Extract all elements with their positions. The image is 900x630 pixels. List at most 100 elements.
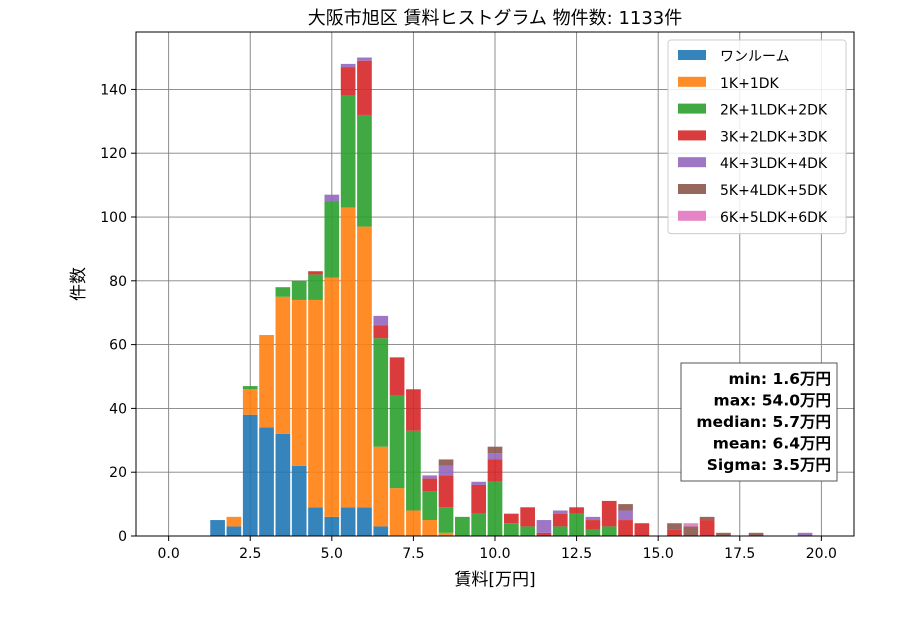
bar-segment-series-3	[340, 67, 356, 96]
bar-segment-series-5	[716, 532, 731, 536]
bar-segment-series-1	[438, 532, 454, 536]
x-tick-label: 17.5	[724, 546, 755, 562]
bar-segment-series-2	[585, 529, 601, 536]
bar-segment-series-0	[226, 526, 242, 536]
bar-segment-series-3	[618, 520, 633, 536]
legend-swatch	[678, 76, 706, 87]
legend-entry: 3K+2LDK+3DK	[720, 129, 828, 145]
bar-segment-series-3	[438, 475, 454, 508]
bar-segment-series-2	[340, 95, 356, 208]
stats-frame	[680, 362, 838, 482]
bar-segment-series-4	[618, 510, 633, 521]
x-tick-label: 5.0	[321, 546, 343, 562]
legend-swatch	[678, 130, 706, 141]
bar-segment-series-4	[422, 475, 438, 479]
bar-segment-series-1	[226, 516, 242, 527]
bar-segment-series-3	[487, 459, 503, 482]
y-tick-label: 40	[109, 401, 127, 417]
bar-segment-series-2	[503, 523, 519, 536]
bar-segment-series-2	[520, 526, 535, 536]
bar-segment-series-0	[340, 507, 356, 536]
y-axis-ticks: 0 20 40 60 80 100 120 140	[100, 82, 136, 545]
bar-segment-series-4	[585, 516, 601, 521]
bar-segment-series-4	[797, 532, 813, 536]
bar-segment-series-3	[569, 507, 584, 514]
bar-segment-series-2	[242, 386, 258, 390]
bar-segment-series-1	[422, 520, 438, 536]
bar-segment-series-0	[210, 520, 225, 536]
bar-segment-series-3	[308, 271, 323, 275]
bar-segment-series-5	[487, 446, 503, 454]
y-tick-label: 140	[100, 82, 127, 98]
bar-segment-series-2	[422, 491, 438, 521]
bar-segment-series-0	[242, 414, 258, 536]
bar-segment-series-3	[634, 523, 650, 536]
bar-segment-series-0	[259, 427, 274, 536]
bar-segment-series-4	[324, 194, 340, 202]
chart-title: 大阪市旭区 賃料ヒストグラム 物件数: 1133件	[308, 8, 683, 29]
stats-line: min: 1.6万円	[728, 370, 831, 388]
y-tick-label: 100	[100, 210, 127, 226]
bar-segment-series-1	[357, 226, 372, 508]
legend-entry: 5K+4LDK+5DK	[720, 183, 828, 199]
legend-entry: ワンルーム	[720, 49, 790, 65]
bar-segment-series-3	[585, 520, 601, 530]
bar-segment-series-1	[373, 446, 389, 527]
bar-segment-series-5	[748, 532, 764, 536]
x-tick-label: 20.0	[806, 546, 837, 562]
bar-segment-series-0	[275, 433, 291, 536]
y-tick-label: 120	[100, 146, 127, 162]
bar-segment-series-1	[324, 277, 340, 517]
y-axis-label: 件数	[69, 267, 89, 301]
bar-segment-series-1	[340, 207, 356, 508]
y-tick-label: 60	[109, 338, 127, 354]
bar-segment-series-3	[552, 513, 568, 527]
bar-segment-series-4	[438, 465, 454, 476]
bar-segment-series-3	[520, 507, 535, 527]
stats-line: median: 5.7万円	[696, 413, 831, 431]
legend-entry: 2K+1LDK+2DK	[720, 103, 828, 119]
bar-segment-series-2	[373, 338, 389, 447]
bar-segment-series-3	[471, 484, 487, 514]
bar-segment-series-5	[438, 459, 454, 466]
x-axis-label: 賃料[万円]	[454, 570, 535, 590]
bar-segment-series-2	[406, 430, 421, 511]
y-tick-label: 0	[118, 529, 127, 545]
bar-segment-series-2	[389, 395, 405, 489]
bar-segment-series-1	[291, 299, 307, 466]
stats-box: min: 1.6万円 max: 54.0万円 median: 5.7万円 mean: …	[680, 362, 838, 482]
legend-swatch	[678, 50, 706, 60]
bar-segment-series-2	[357, 114, 372, 227]
stats-line: mean: 6.4万円	[713, 435, 831, 453]
bar-segment-series-4	[471, 481, 487, 485]
bar-segment-series-2	[438, 507, 454, 533]
bar-segment-series-4	[357, 57, 372, 61]
y-tick-label: 20	[109, 465, 127, 481]
bar-segment-series-4	[373, 315, 389, 326]
bar-segment-series-1	[259, 335, 274, 428]
x-tick-label: 12.5	[561, 546, 592, 562]
stats-line: Sigma: 3.5万円	[707, 456, 831, 474]
bar-segment-series-3	[406, 389, 421, 431]
legend-swatch	[678, 184, 706, 194]
bar-segment-series-2	[471, 513, 487, 536]
legend-entry: 6K+5LDK+6DK	[720, 210, 828, 226]
legend-swatch	[678, 210, 706, 221]
bar-segment-series-5	[667, 523, 682, 530]
bar-segment-series-3	[422, 478, 438, 492]
bar-segment-series-1	[275, 296, 291, 434]
y-tick-label: 80	[109, 274, 127, 290]
x-tick-label: 10.0	[479, 546, 510, 562]
bar-segment-series-3	[389, 357, 405, 396]
bar-segment-series-2	[552, 526, 568, 536]
legend-entry: 1K+1DK	[720, 76, 780, 92]
stats-line: max: 54.0万円	[714, 392, 831, 410]
bar-segment-series-4	[340, 63, 356, 68]
bar-segment-series-3	[601, 500, 617, 527]
bar-segment-series-1	[389, 488, 405, 536]
bar-segment-series-1	[406, 510, 421, 536]
legend-swatch	[678, 103, 706, 114]
bar-segment-series-5	[618, 504, 633, 511]
bar-segment-series-3	[536, 532, 552, 536]
bar-segment-series-3	[699, 520, 715, 536]
